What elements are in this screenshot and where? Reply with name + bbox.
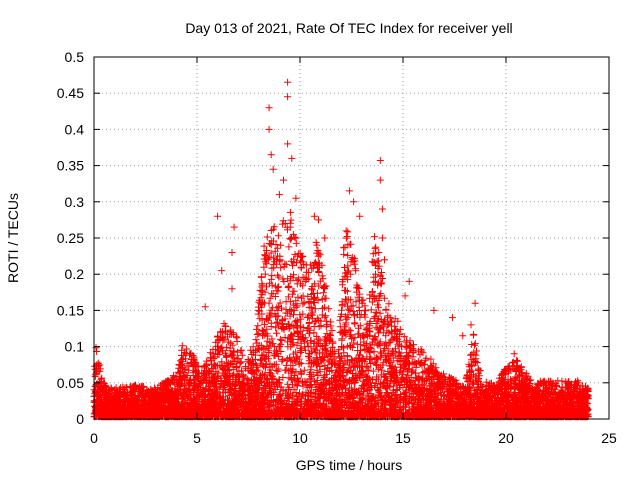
y-tick-label: 0.4 [65,121,85,137]
x-axis-title: GPS time / hours [296,457,403,473]
data-points-layer [90,78,592,421]
y-tick-label: 0.05 [57,375,84,391]
x-tick-labels: 0 5 10 15 20 25 [90,430,617,446]
roti-data-points [90,78,592,421]
y-tick-label: 0.45 [57,85,84,101]
chart-title: Day 013 of 2021, Rate Of TEC Index for r… [185,20,512,36]
ticks-layer [93,56,610,420]
x-tick-label: 20 [498,430,514,446]
y-tick-label: 0.35 [57,158,84,174]
y-tick-label: 0.25 [57,230,84,246]
y-tick-label: 0.5 [65,49,85,65]
x-tick-label: 25 [601,430,617,446]
y-tick-labels: 0 0.05 0.1 0.15 0.2 0.25 0.3 0.35 0.4 0.45 0.5 [57,49,84,427]
y-tick-label: 0.15 [57,302,84,318]
x-tick-label: 10 [292,430,308,446]
grid-layer [94,57,609,419]
x-tick-label: 15 [395,430,411,446]
y-tick-label: 0 [76,411,84,427]
y-tick-label: 0.2 [65,266,85,282]
x-tick-label: 5 [193,430,201,446]
y-tick-label: 0.1 [65,339,85,355]
y-tick-label: 0.3 [65,194,85,210]
x-tick-label: 0 [90,430,98,446]
y-axis-title: ROTI / TECUs [5,193,21,283]
